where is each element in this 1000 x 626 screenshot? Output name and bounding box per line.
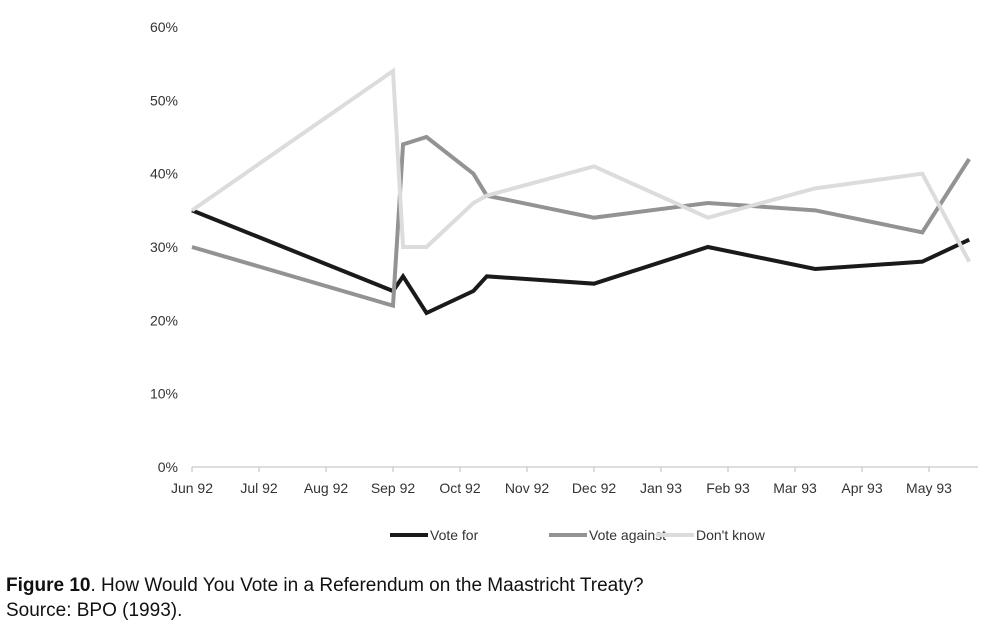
x-tick-label: Aug 92 <box>304 480 349 496</box>
y-tick-label: 0% <box>158 459 178 475</box>
x-tick-label: Oct 92 <box>439 480 480 496</box>
legend: Vote for Vote against Don't know <box>390 527 766 543</box>
x-tick-label: Jun 92 <box>171 480 213 496</box>
series-line <box>190 67 971 263</box>
figure-label: Figure 10 <box>6 575 91 596</box>
x-tick-label: Feb 93 <box>706 480 750 496</box>
y-tick-label: 40% <box>150 166 178 182</box>
x-tick-label: Nov 92 <box>505 480 550 496</box>
series-line <box>191 134 971 309</box>
x-axis-ticks: Jun 92 Jul 92 Aug 92 Sep 92 Oct 92 Nov 92 Dec … <box>171 467 952 496</box>
y-axis-ticks: 0% 10% 20% 30% 40% 50% 60% <box>150 19 178 475</box>
figure-source: Source: BPO (1993). <box>6 600 183 621</box>
figure-caption: Figure 10. How Would You Vote in a Refer… <box>6 573 644 623</box>
x-tick-label: Jul 92 <box>240 480 278 496</box>
x-tick-label: Mar 93 <box>773 480 817 496</box>
line-chart: 0% 10% 20% 30% 40% 50% 60% Jun 92 Jul 92 Aug 92 S… <box>150 19 978 543</box>
caption-title-line: Figure 10. How Would You Vote in a Refer… <box>6 573 644 598</box>
legend-label: Vote against <box>589 527 666 543</box>
x-tick-label: Dec 92 <box>572 480 617 496</box>
y-tick-label: 50% <box>150 92 178 108</box>
series-line <box>191 208 971 316</box>
y-tick-label: 30% <box>150 239 178 255</box>
series-lines <box>190 67 971 316</box>
x-tick-label: Sep 92 <box>371 480 416 496</box>
legend-label: Don't know <box>696 527 766 543</box>
y-tick-label: 20% <box>150 312 178 328</box>
x-tick-label: Jan 93 <box>640 480 682 496</box>
y-tick-label: 60% <box>150 19 178 35</box>
legend-label: Vote for <box>430 527 479 543</box>
x-tick-label: May 93 <box>906 480 952 496</box>
figure-title: . How Would You Vote in a Referendum on … <box>90 575 644 596</box>
x-tick-label: Apr 93 <box>841 480 882 496</box>
y-tick-label: 10% <box>150 386 178 402</box>
